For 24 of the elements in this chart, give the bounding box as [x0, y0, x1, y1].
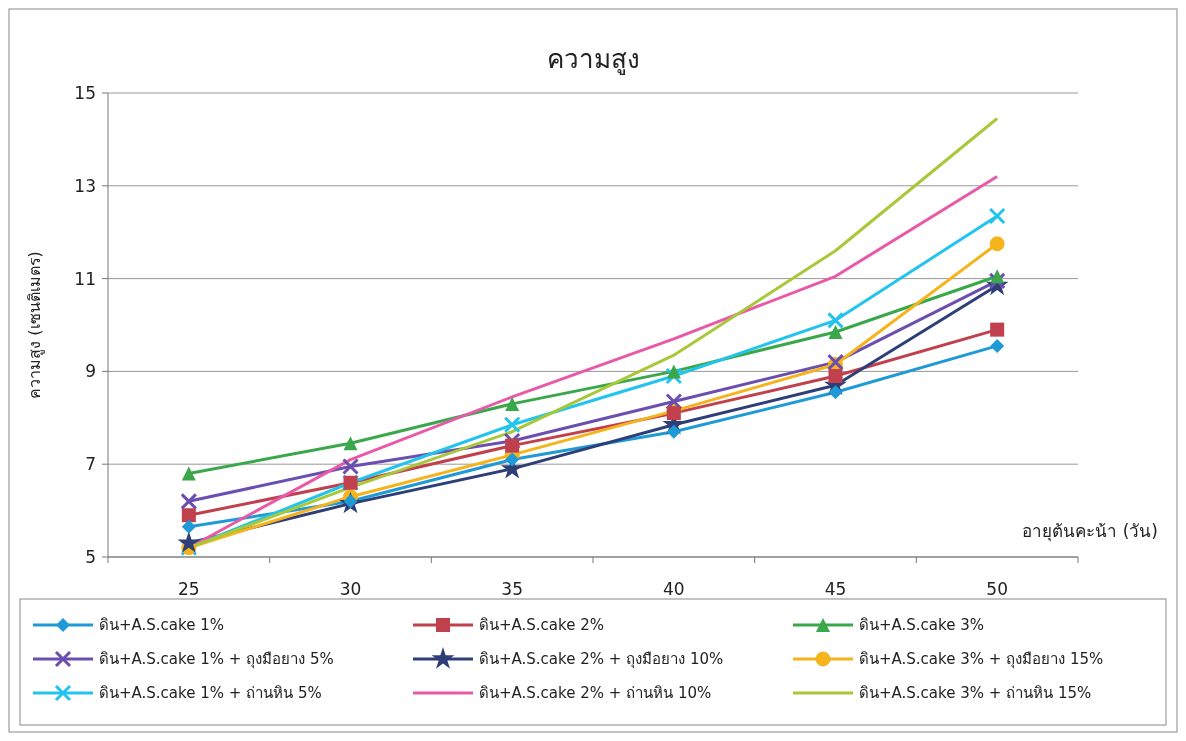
y-tick-label: 9: [85, 361, 96, 382]
y-tick-label: 7: [85, 454, 96, 475]
y-tick-label: 5: [85, 546, 96, 567]
x-tick-label: 35: [501, 579, 523, 599]
legend-label: ดิน+A.S.cake 3% + ถ่านหิน 15%: [859, 684, 1092, 703]
y-axis-title: ความสูง (เซนติเมตร): [25, 251, 45, 399]
legend-label: ดิน+A.S.cake 2% + ถ่านหิน 10%: [479, 684, 712, 703]
x-tick-label: 40: [663, 579, 685, 599]
x-tick-label: 45: [824, 579, 847, 599]
legend-label: ดิน+A.S.cake 3% + ถุงมือยาง 15%: [859, 650, 1104, 670]
legend-label: ดิน+A.S.cake 2% + ถุงมือยาง 10%: [479, 650, 724, 670]
y-tick-label: 13: [74, 175, 96, 196]
chart-title: ความสูง: [546, 44, 640, 75]
x-tick-label: 30: [339, 579, 362, 599]
x-tick-label: 25: [178, 579, 200, 599]
y-tick-label: 11: [74, 268, 96, 289]
x-axis-title: อายุต้นคะน้า (วัน): [1022, 521, 1158, 542]
legend-label: ดิน+A.S.cake 3%: [859, 616, 985, 635]
legend-label: ดิน+A.S.cake 1%: [99, 616, 225, 635]
legend-label: ดิน+A.S.cake 1% + ถุงมือยาง 5%: [99, 650, 334, 670]
y-tick-label: 15: [74, 82, 96, 103]
legend-label: ดิน+A.S.cake 1% + ถ่านหิน 5%: [99, 684, 322, 703]
legend-label: ดิน+A.S.cake 2%: [479, 616, 605, 635]
x-tick-label: 50: [986, 579, 1008, 599]
